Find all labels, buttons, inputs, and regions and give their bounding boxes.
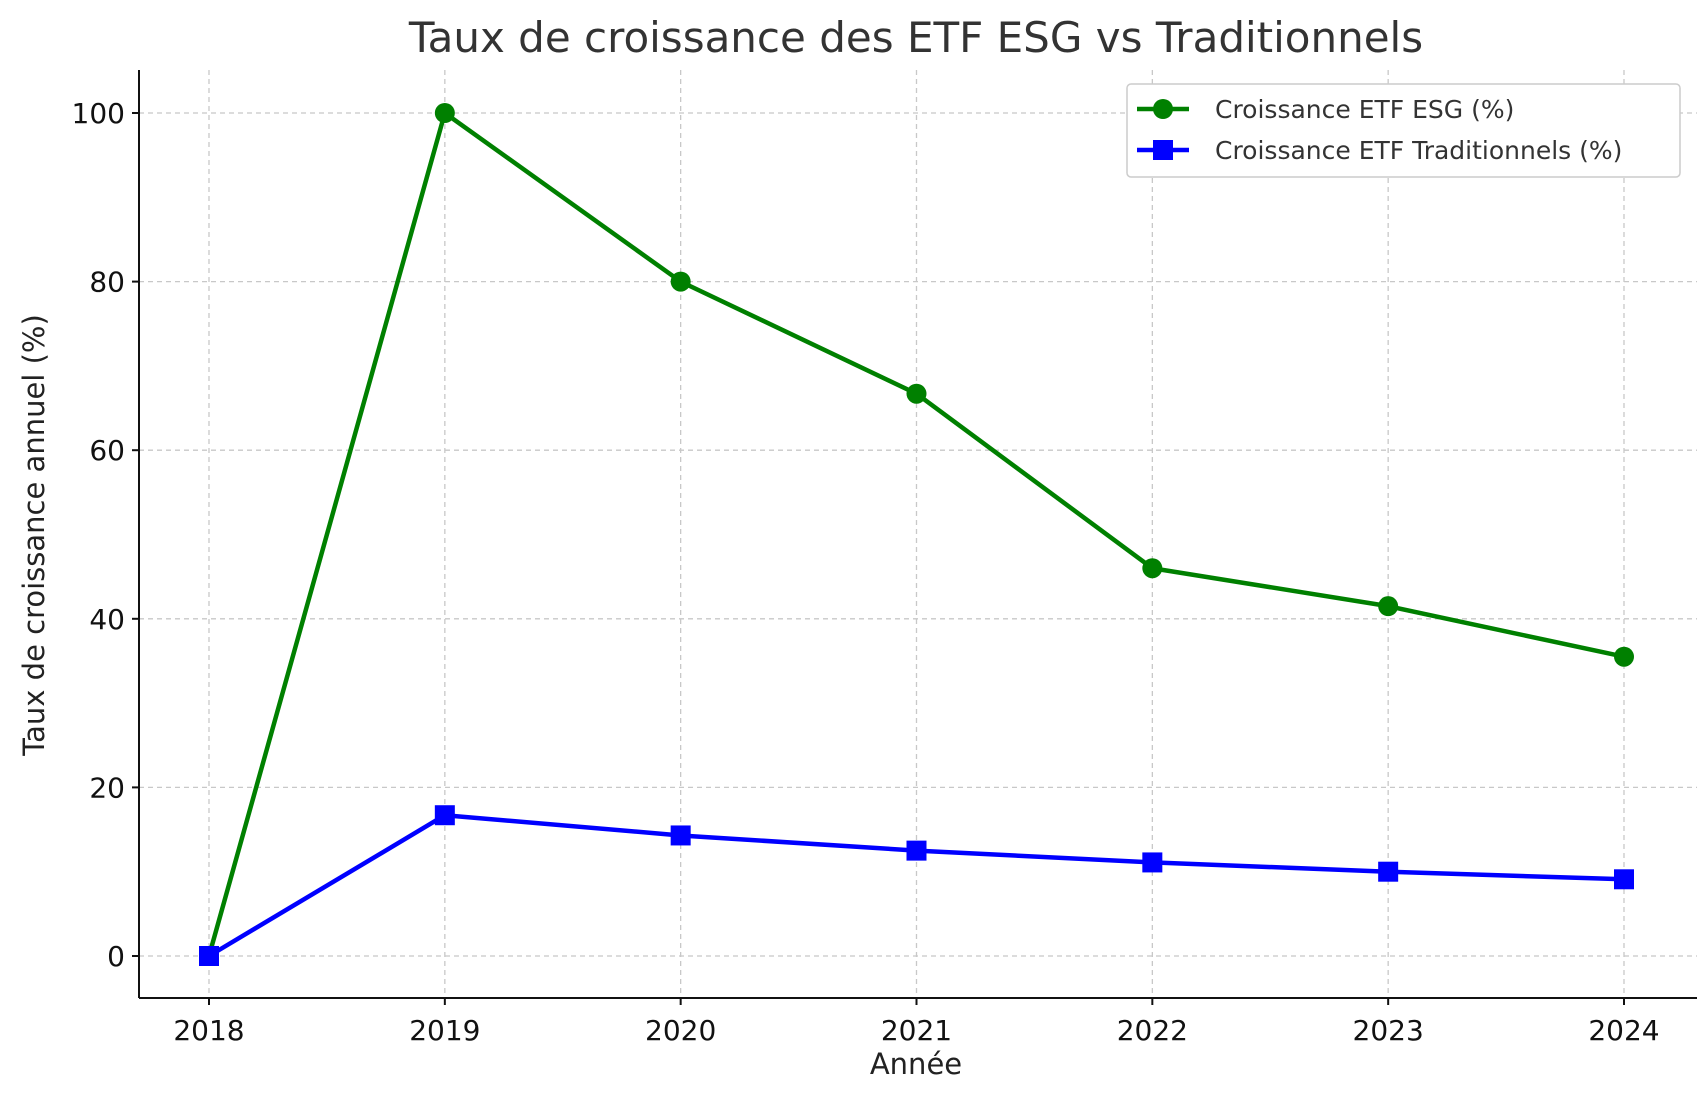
data-point-esg-2019	[434, 103, 455, 123]
data-point-traditional-2021	[906, 840, 927, 861]
legend-label-esg: Croissance ETF ESG (%)	[1215, 95, 1514, 124]
x-axis-title: Année	[870, 1047, 962, 1081]
data-point-traditional-2022	[1142, 852, 1163, 873]
legend-box	[1126, 83, 1681, 178]
y-tick-label-40: 40	[89, 603, 125, 636]
y-tick-label-20: 20	[89, 771, 125, 804]
chart-title: Taux de croissance des ETF ESG vs Tradit…	[408, 13, 1423, 62]
y-axis-title: Taux de croissance annuel (%)	[17, 314, 51, 757]
data-point-traditional-2019	[434, 805, 455, 826]
x-tick-label-2023: 2023	[1353, 1014, 1424, 1047]
y-tick-label-80: 80	[89, 266, 125, 299]
data-point-traditional-2020	[670, 825, 691, 846]
y-tick-label-60: 60	[89, 434, 125, 467]
x-tick-label-2018: 2018	[173, 1014, 244, 1047]
legend: Croissance ETF ESG (%) Croissance ETF Tr…	[1126, 83, 1681, 178]
axes-layer	[138, 70, 1697, 999]
x-tick-label-2021: 2021	[881, 1014, 952, 1047]
data-point-traditional-2023	[1378, 861, 1399, 882]
series-layer	[199, 103, 1634, 966]
ticks-layer: 2018 2019 2020 2021 2022 2023 2024 0 20 40 60 80 100	[72, 97, 1660, 1047]
legend-marker-esg-icon	[1153, 99, 1173, 119]
data-point-esg-2021	[906, 383, 927, 404]
legend-label-traditional: Croissance ETF Traditionnels (%)	[1215, 136, 1622, 165]
data-point-esg-2023	[1378, 596, 1399, 617]
x-tick-label-2024: 2024	[1588, 1014, 1659, 1047]
x-tick-label-2020: 2020	[645, 1014, 716, 1047]
data-point-traditional-2018	[199, 946, 219, 966]
data-point-esg-2020	[670, 271, 691, 292]
legend-marker-traditional-icon	[1153, 140, 1173, 160]
y-tick-label-0: 0	[107, 940, 125, 973]
data-point-esg-2024	[1614, 646, 1634, 667]
data-point-esg-2022	[1142, 558, 1163, 579]
y-tick-label-100: 100	[72, 97, 125, 130]
data-point-traditional-2024	[1614, 869, 1634, 890]
x-tick-label-2019: 2019	[409, 1014, 480, 1047]
x-tick-label-2022: 2022	[1117, 1014, 1188, 1047]
